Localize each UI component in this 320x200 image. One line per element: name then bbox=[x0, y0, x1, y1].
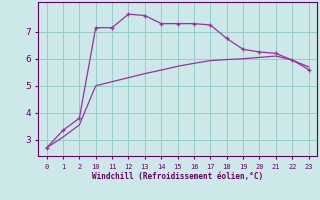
X-axis label: Windchill (Refroidissement éolien,°C): Windchill (Refroidissement éolien,°C) bbox=[92, 172, 263, 181]
